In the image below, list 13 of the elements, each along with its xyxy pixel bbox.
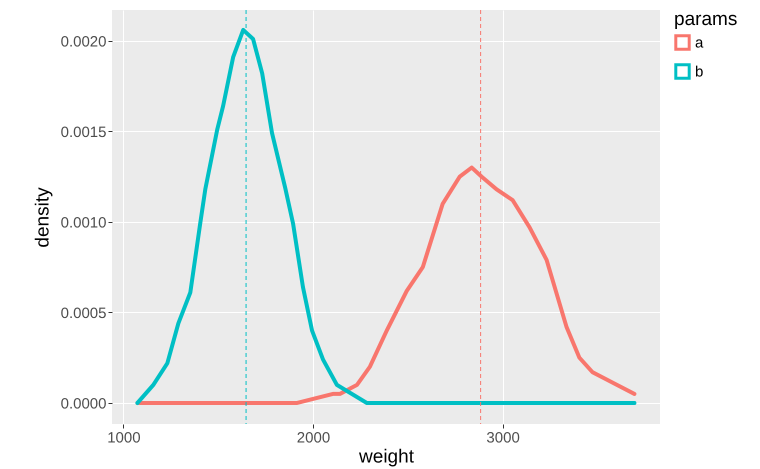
y-tick-label: 0.0010 — [60, 214, 106, 232]
y-tick-label: 0.0000 — [60, 395, 106, 412]
legend-title: params — [674, 9, 738, 30]
legend-label: a — [695, 34, 704, 52]
y-tick-label: 0.0020 — [60, 33, 106, 50]
y-tick-label: 0.0005 — [60, 304, 106, 322]
x-tick-label: 2000 — [296, 430, 330, 446]
x-tick-label: 1000 — [107, 430, 141, 446]
y-tick-label: 0.0015 — [60, 124, 106, 141]
y-axis-title: density — [32, 186, 54, 248]
x-axis-title: weight — [358, 446, 415, 468]
x-tick-label: 3000 — [486, 430, 520, 446]
legend-label: b — [695, 64, 704, 80]
